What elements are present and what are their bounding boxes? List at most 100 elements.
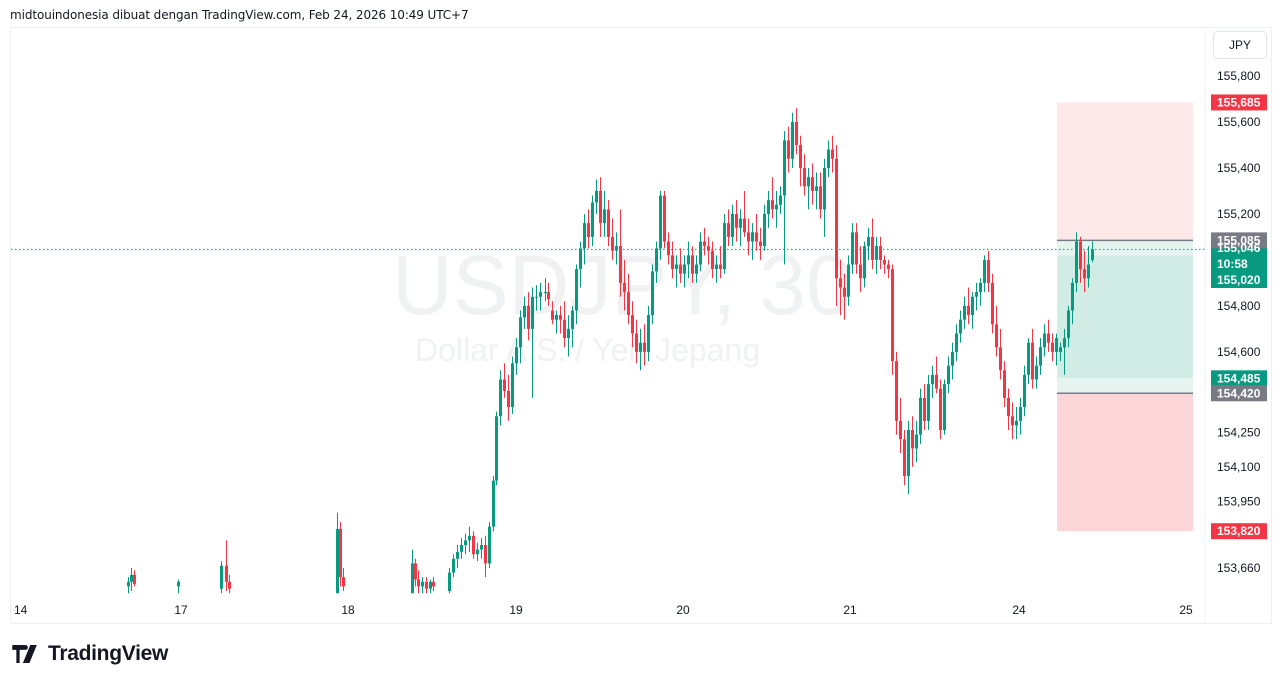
candle-body[interactable] xyxy=(935,374,938,389)
candle-body[interactable] xyxy=(476,549,479,555)
candle-body[interactable] xyxy=(975,292,978,297)
candle-body[interactable] xyxy=(771,200,774,210)
candle-body[interactable] xyxy=(1075,241,1078,283)
candle-body[interactable] xyxy=(719,264,722,270)
candle-body[interactable] xyxy=(611,236,614,251)
candle-body[interactable] xyxy=(228,581,231,589)
candle-body[interactable] xyxy=(839,278,842,288)
candle-body[interactable] xyxy=(519,317,522,348)
position-stop-zone[interactable] xyxy=(1057,393,1193,532)
candle-body[interactable] xyxy=(735,213,738,228)
candle-body[interactable] xyxy=(783,140,786,196)
candle-body[interactable] xyxy=(639,342,642,352)
candle-body[interactable] xyxy=(1087,264,1090,279)
candle-body[interactable] xyxy=(999,347,1002,371)
candle-body[interactable] xyxy=(336,528,339,594)
candle-body[interactable] xyxy=(1079,241,1082,270)
candle-body[interactable] xyxy=(177,581,180,587)
candle-body[interactable] xyxy=(623,282,626,293)
candle-body[interactable] xyxy=(863,246,866,279)
candle-body[interactable] xyxy=(931,374,934,385)
candle-body[interactable] xyxy=(759,241,762,247)
candle-body[interactable] xyxy=(671,255,674,270)
candle-body[interactable] xyxy=(133,574,136,585)
candle-body[interactable] xyxy=(503,379,506,391)
candle-body[interactable] xyxy=(647,315,650,352)
candle-body[interactable] xyxy=(939,388,942,431)
candle-body[interactable] xyxy=(903,439,906,477)
candle-body[interactable] xyxy=(631,315,634,334)
candle-body[interactable] xyxy=(468,535,471,541)
candle-body[interactable] xyxy=(523,305,526,318)
candle-body[interactable] xyxy=(679,264,682,274)
candle-body[interactable] xyxy=(819,186,822,210)
candle-body[interactable] xyxy=(1003,370,1006,398)
candle-body[interactable] xyxy=(899,420,902,440)
candle-body[interactable] xyxy=(907,430,910,477)
candle-body[interactable] xyxy=(579,248,582,270)
candle-body[interactable] xyxy=(855,232,858,265)
candle-body[interactable] xyxy=(947,365,950,385)
candle-body[interactable] xyxy=(507,390,510,408)
candle-body[interactable] xyxy=(480,544,483,550)
candle-body[interactable] xyxy=(452,558,455,573)
candle-body[interactable] xyxy=(539,292,542,297)
candle-body[interactable] xyxy=(414,563,417,580)
candle-body[interactable] xyxy=(531,296,534,329)
candle-body[interactable] xyxy=(791,121,794,159)
candle-body[interactable] xyxy=(1047,333,1050,343)
candle-body[interactable] xyxy=(429,581,432,589)
candle-body[interactable] xyxy=(699,241,702,265)
candle-body[interactable] xyxy=(615,246,618,251)
candle-body[interactable] xyxy=(544,292,547,294)
candle-body[interactable] xyxy=(1071,282,1074,311)
candle-body[interactable] xyxy=(1083,269,1086,279)
candle-body[interactable] xyxy=(955,333,958,352)
candle-body[interactable] xyxy=(587,223,590,237)
candle-body[interactable] xyxy=(547,292,550,300)
candle-body[interactable] xyxy=(847,264,850,297)
candle-body[interactable] xyxy=(959,319,962,334)
candle-body[interactable] xyxy=(831,149,834,159)
candle-body[interactable] xyxy=(1067,310,1070,339)
candle-body[interactable] xyxy=(675,264,678,270)
candle-body[interactable] xyxy=(667,241,670,256)
candle-body[interactable] xyxy=(915,434,918,449)
candle-body[interactable] xyxy=(563,319,566,339)
candle-body[interactable] xyxy=(951,351,954,366)
candle-body[interactable] xyxy=(130,574,133,582)
candle-body[interactable] xyxy=(464,540,467,545)
candle-body[interactable] xyxy=(767,200,770,214)
candle-body[interactable] xyxy=(879,246,882,260)
candle-body[interactable] xyxy=(567,328,570,339)
candle-body[interactable] xyxy=(755,232,758,242)
candle-body[interactable] xyxy=(342,577,345,587)
candle-body[interactable] xyxy=(743,218,746,233)
position-entry-zone[interactable] xyxy=(1057,255,1193,379)
candle-body[interactable] xyxy=(583,223,586,249)
candle-body[interactable] xyxy=(127,581,130,587)
candle-body[interactable] xyxy=(456,551,459,559)
candle-body[interactable] xyxy=(823,167,826,210)
candle-body[interactable] xyxy=(225,565,228,582)
candle-body[interactable] xyxy=(835,158,838,279)
candle-body[interactable] xyxy=(663,195,666,242)
candle-body[interactable] xyxy=(555,315,558,320)
candle-body[interactable] xyxy=(599,190,602,224)
candle-body[interactable] xyxy=(488,526,491,564)
candle-body[interactable] xyxy=(1063,338,1066,348)
candle-body[interactable] xyxy=(655,248,658,272)
candle-body[interactable] xyxy=(923,397,926,421)
currency-button[interactable]: JPY xyxy=(1213,31,1267,59)
candle-body[interactable] xyxy=(775,204,778,210)
candle-body[interactable] xyxy=(967,305,970,316)
candle-body[interactable] xyxy=(895,361,898,421)
candle-body[interactable] xyxy=(472,535,475,555)
candle-body[interactable] xyxy=(707,246,710,251)
candle-body[interactable] xyxy=(603,209,606,224)
candle-body[interactable] xyxy=(559,315,562,320)
candle-body[interactable] xyxy=(919,397,922,435)
candle-body[interactable] xyxy=(595,190,598,203)
candle-body[interactable] xyxy=(987,259,990,283)
candle-body[interactable] xyxy=(795,121,798,145)
